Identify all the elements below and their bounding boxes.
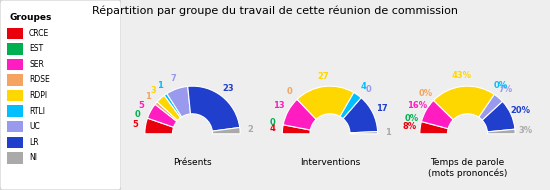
Text: 23: 23 — [223, 84, 234, 93]
Text: 7%: 7% — [498, 85, 513, 94]
Bar — [7, 74, 23, 86]
Text: 1: 1 — [145, 92, 151, 101]
Text: 0%: 0% — [493, 81, 507, 90]
Text: 0: 0 — [270, 118, 276, 127]
Wedge shape — [343, 98, 378, 133]
Wedge shape — [482, 101, 515, 132]
Bar — [7, 105, 23, 117]
Wedge shape — [350, 131, 378, 134]
Text: 5: 5 — [139, 101, 145, 110]
FancyBboxPatch shape — [0, 0, 121, 190]
Text: SER: SER — [29, 60, 44, 69]
Wedge shape — [167, 86, 190, 117]
Text: UC: UC — [29, 122, 40, 131]
Text: 0%: 0% — [404, 114, 419, 124]
Text: 0%: 0% — [419, 89, 433, 97]
Wedge shape — [164, 94, 182, 118]
Text: Répartition par groupe du travail de cette réunion de commission: Répartition par groupe du travail de cet… — [92, 6, 458, 16]
Wedge shape — [188, 86, 240, 131]
Text: 27: 27 — [317, 72, 329, 81]
Text: 1: 1 — [157, 81, 163, 90]
Wedge shape — [487, 129, 515, 134]
Text: 43%: 43% — [452, 71, 472, 80]
Text: 4: 4 — [269, 124, 275, 133]
Wedge shape — [479, 94, 503, 120]
Text: RDSE: RDSE — [29, 75, 50, 85]
Bar — [7, 137, 23, 148]
Text: 2: 2 — [248, 125, 254, 134]
Text: 5: 5 — [132, 120, 138, 129]
Text: Présents: Présents — [173, 158, 212, 167]
Text: 0: 0 — [287, 87, 293, 96]
Text: 0: 0 — [365, 85, 371, 94]
Text: Groupes: Groupes — [10, 13, 52, 22]
Text: 16%: 16% — [407, 101, 427, 109]
Text: NI: NI — [29, 153, 37, 162]
Text: Temps de parole
(mots prononcés): Temps de parole (mots prononcés) — [428, 158, 507, 177]
Wedge shape — [283, 99, 316, 130]
Wedge shape — [420, 122, 448, 134]
Text: 1: 1 — [385, 128, 391, 137]
Text: 20%: 20% — [510, 105, 531, 115]
Text: Interventions: Interventions — [300, 158, 360, 167]
Text: LR: LR — [29, 138, 38, 147]
Wedge shape — [147, 104, 177, 127]
Wedge shape — [340, 93, 361, 119]
Wedge shape — [157, 95, 180, 120]
Wedge shape — [421, 100, 453, 129]
Wedge shape — [282, 125, 310, 134]
Wedge shape — [145, 118, 174, 134]
Wedge shape — [297, 86, 354, 119]
Text: 8%: 8% — [403, 122, 417, 131]
Bar — [7, 28, 23, 39]
Bar — [7, 152, 23, 164]
Wedge shape — [155, 102, 178, 121]
Bar — [7, 121, 23, 132]
Text: 3: 3 — [151, 86, 156, 95]
Text: RTLI: RTLI — [29, 107, 45, 116]
Text: CRCE: CRCE — [29, 29, 50, 38]
Bar — [7, 59, 23, 70]
Bar — [7, 43, 23, 55]
Text: RDPI: RDPI — [29, 91, 47, 100]
Text: 13: 13 — [273, 101, 285, 110]
Text: 0: 0 — [135, 110, 140, 119]
Wedge shape — [212, 127, 240, 134]
Text: 17: 17 — [377, 104, 388, 113]
Text: EST: EST — [29, 44, 43, 53]
Wedge shape — [433, 86, 494, 120]
Text: 4: 4 — [361, 82, 367, 91]
Bar — [7, 90, 23, 101]
Text: 7: 7 — [170, 74, 177, 83]
Text: 3%: 3% — [519, 127, 532, 135]
